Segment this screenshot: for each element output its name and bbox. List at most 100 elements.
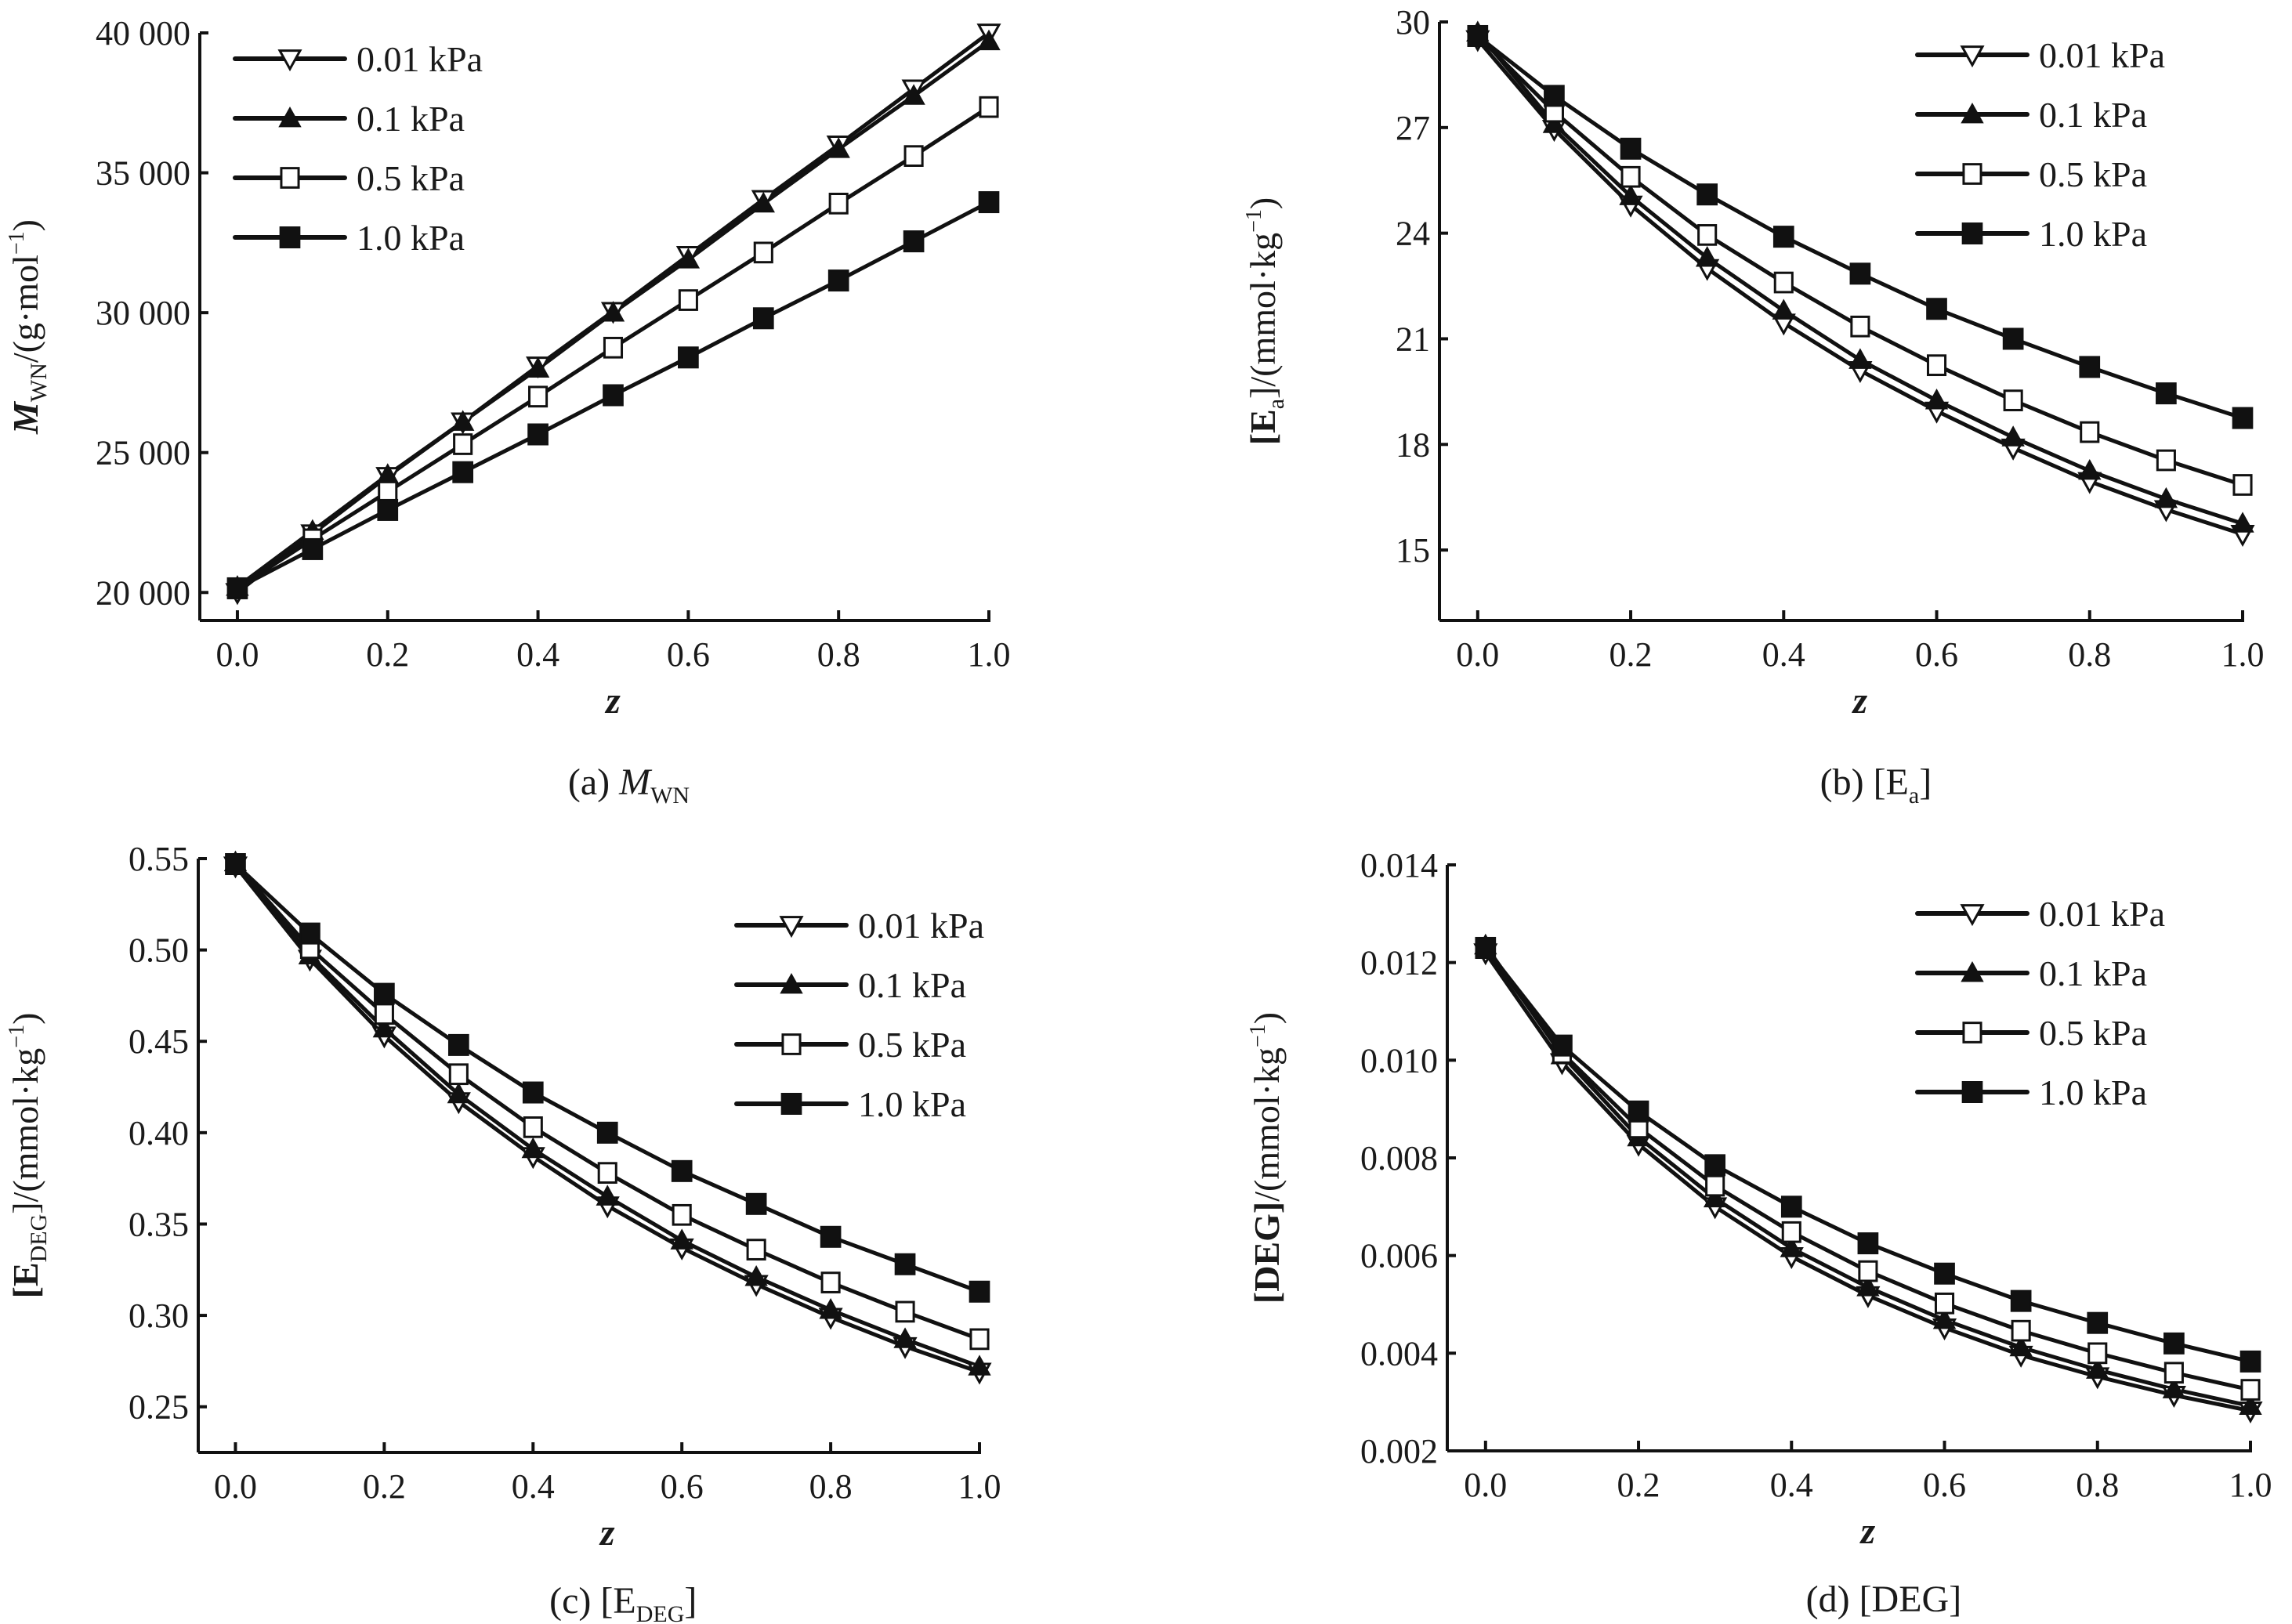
data-point — [977, 29, 1001, 51]
data-point — [1620, 137, 1642, 160]
data-point — [2156, 382, 2177, 405]
data-point — [894, 1253, 916, 1275]
series-markers-2 — [1475, 937, 2261, 1401]
x-tick-label: 0.0 — [1464, 1466, 1507, 1504]
y-tick-label: 0.002 — [1360, 1432, 1438, 1470]
legend-item: 0.1 kPa — [1915, 953, 2147, 993]
chart-d-plot — [1473, 933, 2263, 1423]
data-point — [969, 1328, 990, 1351]
data-point — [1697, 224, 1718, 246]
data-point — [978, 191, 1000, 214]
x-tick-label: 0.8 — [809, 1467, 853, 1506]
data-point — [447, 1082, 471, 1104]
legend-label: 0.01 kPa — [357, 39, 483, 79]
data-point — [1628, 1100, 1649, 1123]
chart-a-legend: 0.01 kPa 0.1 kPa 0.5 kPa 1.0 kPa — [233, 39, 483, 258]
chart-c-axes: 0.25 0.30 0.35 0.40 0.45 0.50 0.55 0.0 0.2 0.4 0.6… — [129, 840, 1001, 1506]
chart-a-plot — [225, 24, 1001, 606]
x-tick-label: 0.8 — [2068, 635, 2111, 674]
y-tick-label: 0.004 — [1360, 1334, 1438, 1373]
legend-marker-icon — [780, 1093, 802, 1115]
legend-marker-icon — [1960, 45, 1985, 68]
data-point — [1857, 1232, 1879, 1255]
data-point — [752, 307, 774, 330]
legend-item: 1.0 kPa — [1915, 1072, 2147, 1112]
legend-item: 0.1 kPa — [233, 99, 465, 139]
y-tick-label: 21 — [1396, 320, 1430, 358]
y-tick-label: 35 000 — [96, 154, 190, 193]
x-axis-title: z — [1852, 680, 1868, 722]
x-tick-label: 1.0 — [958, 1467, 1001, 1506]
legend-marker-icon — [280, 167, 300, 189]
data-point — [603, 384, 624, 407]
data-point — [2239, 1350, 2261, 1373]
y-axis-title-sup: −1 — [1246, 1024, 1270, 1047]
data-point — [601, 301, 625, 322]
x-tick-label: 0.6 — [1923, 1466, 1966, 1504]
data-point — [1772, 298, 1795, 320]
legend-marker-icon — [278, 106, 302, 128]
data-point — [451, 410, 475, 431]
data-point — [1848, 348, 1872, 369]
data-point — [2154, 486, 2178, 508]
data-point — [1781, 1221, 1801, 1243]
data-point — [1926, 298, 1947, 320]
data-point — [374, 982, 395, 1005]
data-point — [372, 1016, 396, 1038]
y-tick-label: 24 — [1396, 215, 1430, 253]
legend-label: 0.1 kPa — [357, 99, 465, 139]
y-tick-label: 0.012 — [1360, 944, 1438, 982]
legend-label: 1.0 kPa — [2039, 1072, 2147, 1112]
legend-label: 0.5 kPa — [357, 158, 465, 198]
legend-label: 0.5 kPa — [2039, 154, 2147, 194]
x-axis-title: z — [604, 680, 621, 722]
data-point — [2086, 1358, 2109, 1379]
data-point — [827, 269, 849, 292]
x-tick-label: 0.4 — [1770, 1466, 1813, 1504]
x-tick-label: 0.0 — [215, 635, 259, 674]
caption-main: M — [618, 761, 653, 803]
series-markers-3 — [226, 191, 1000, 599]
legend-marker-icon — [1961, 102, 1984, 124]
data-point — [225, 852, 246, 875]
x-axis-title: z — [1859, 1510, 1876, 1552]
data-point — [903, 230, 925, 253]
y-axis-title-main: [E — [5, 1262, 45, 1298]
series-markers-3 — [1467, 24, 2254, 429]
legend-item: 1.0 kPa — [734, 1084, 966, 1124]
data-point — [2011, 1319, 2031, 1342]
data-point — [1703, 1186, 1727, 1208]
y-tick-label: 0.006 — [1360, 1237, 1438, 1275]
data-point — [1858, 1260, 1878, 1282]
y-tick-label: 30 000 — [96, 294, 190, 332]
data-point — [744, 1265, 768, 1286]
y-axis-title: MWN/(g·mol−1) — [5, 219, 52, 435]
data-point — [378, 480, 398, 503]
data-point — [299, 922, 320, 945]
data-point — [1773, 271, 1794, 294]
y-axis-title-unit: /(g·mol — [5, 255, 45, 363]
chart-c-svg: 0.25 0.30 0.35 0.40 0.45 0.50 0.55 0.0 0.2 0.4 0.6… — [5, 840, 1001, 1624]
x-tick-label: 0.0 — [214, 1467, 257, 1506]
data-point — [678, 346, 699, 369]
data-point — [377, 498, 399, 521]
y-tick-label: 0.010 — [1360, 1041, 1438, 1080]
y-tick-label: 0.014 — [1360, 846, 1438, 884]
data-point — [1934, 1262, 1955, 1285]
y-axis-title-sup: −1 — [5, 1025, 29, 1048]
chart-c-legend: 0.01 kPa 0.1 kPa 0.5 kPa 1.0 kPa — [734, 906, 984, 1124]
data-point — [1620, 165, 1641, 188]
legend-item: 0.01 kPa — [1915, 894, 2165, 934]
data-point — [2079, 356, 2101, 378]
data-point — [820, 1225, 842, 1248]
data-point — [1850, 315, 1870, 338]
caption-sub: a — [1909, 783, 1919, 808]
x-tick-label: 0.8 — [817, 635, 860, 674]
y-tick-label: 0.35 — [129, 1205, 189, 1243]
chart-d-svg: 0.002 0.004 0.006 0.008 0.010 0.012 0.014 0.0 0.… — [1246, 846, 2272, 1620]
data-point — [1475, 936, 1497, 959]
data-point — [374, 1003, 394, 1025]
x-tick-label: 0.0 — [1456, 635, 1499, 674]
data-point — [2239, 1394, 2262, 1416]
